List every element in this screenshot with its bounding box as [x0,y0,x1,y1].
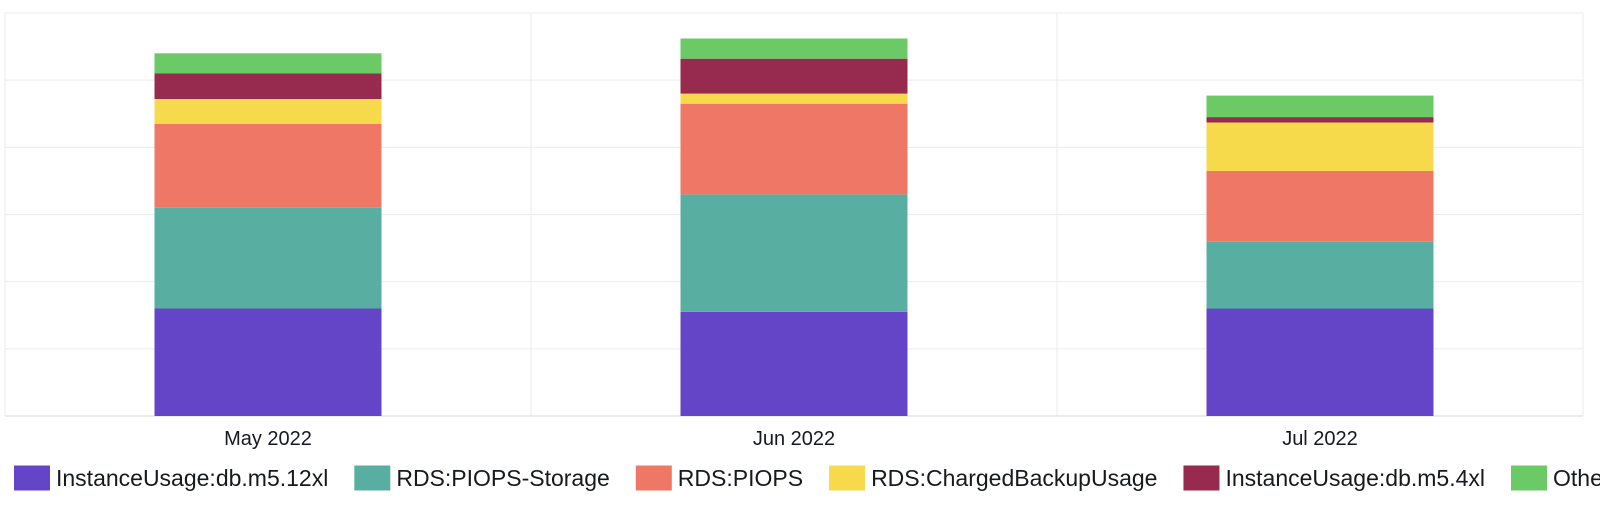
legend-label: Others [1553,465,1600,491]
legend-swatch [829,465,866,491]
legend-swatch [354,465,391,491]
bar-segment[interactable] [1206,95,1434,118]
legend: InstanceUsage:db.m5.12xl RDS:PIOPS-Storag… [14,465,1600,491]
bar-segment[interactable] [1206,241,1434,309]
bar-segment[interactable] [680,38,908,59]
legend-item[interactable]: RDS:ChargedBackupUsage [829,465,1157,491]
legend-label: InstanceUsage:db.m5.4xl [1225,465,1485,491]
bar-segment[interactable] [154,207,382,309]
legend-item[interactable]: RDS:PIOPS [635,465,803,491]
bar-segment[interactable] [1206,122,1434,171]
legend-item[interactable]: InstanceUsage:db.m5.12xl [14,465,328,491]
bar-segment[interactable] [680,93,908,104]
bar-segment[interactable] [680,311,908,416]
x-tick-label: Jun 2022 [753,428,835,450]
bar-segment[interactable] [154,73,382,100]
bar-segment[interactable] [680,194,908,312]
legend-swatch [14,465,50,491]
legend-item[interactable]: InstanceUsage:db.m5.4xl [1183,465,1485,491]
legend-item[interactable]: Others [1511,465,1600,491]
x-tick-label: May 2022 [224,428,312,450]
legend-swatch [1511,465,1547,491]
bar-segment[interactable] [154,53,382,74]
bar-segment[interactable] [1206,117,1434,123]
bar-segment[interactable] [680,58,908,94]
bar-segment[interactable] [154,308,382,417]
legend-label: RDS:ChargedBackupUsage [871,465,1157,491]
legend-swatch [1183,465,1220,491]
x-axis-tick-labels: May 2022 Jun 2022 Jul 2022 [224,428,1358,450]
legend-label: InstanceUsage:db.m5.12xl [56,465,328,491]
legend-item[interactable]: RDS:PIOPS-Storage [354,465,610,491]
legend-label: RDS:PIOPS-Storage [396,465,609,491]
bar-segment[interactable] [1206,170,1434,242]
bar-segment[interactable] [680,103,908,195]
bar-segment[interactable] [154,99,382,124]
bar-segment[interactable] [1206,308,1434,417]
x-tick-label: Jul 2022 [1282,428,1358,450]
bar-segment[interactable] [154,123,382,208]
bars [154,38,1434,417]
legend-label: RDS:PIOPS [678,465,803,491]
legend-swatch [635,465,672,491]
